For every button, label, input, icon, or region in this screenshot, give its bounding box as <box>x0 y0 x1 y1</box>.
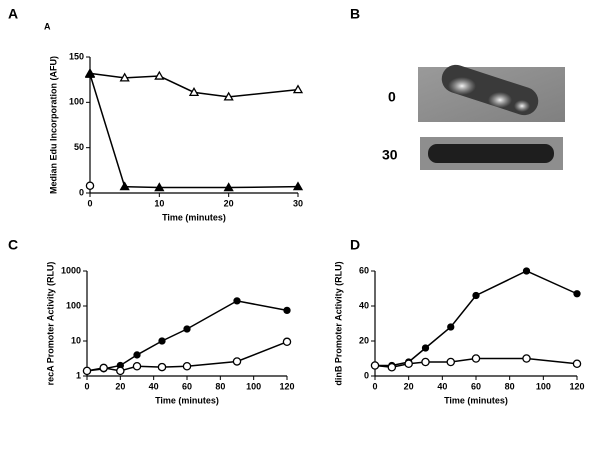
x-tick-label: 0 <box>372 381 377 391</box>
y-tick-label: 1 <box>76 370 81 380</box>
panel-label: B <box>350 6 360 22</box>
y-tick-label: 20 <box>359 335 369 345</box>
marker <box>157 362 167 372</box>
marker <box>233 297 241 305</box>
x-tick-label: 100 <box>536 381 551 391</box>
marker <box>232 357 242 366</box>
marker <box>282 337 292 347</box>
x-axis-label: Time (minutes) <box>444 395 508 405</box>
y-axis-label: recA Promoter Activity (RLU) <box>45 262 55 386</box>
x-axis-label: Time (minutes) <box>155 395 219 405</box>
marker <box>223 91 234 101</box>
marker <box>573 290 581 298</box>
marker <box>421 344 430 352</box>
panel-label: A <box>8 6 18 22</box>
x-tick-label: 40 <box>149 381 159 391</box>
marker <box>82 366 92 376</box>
y-tick-label: 10 <box>71 335 81 345</box>
marker <box>446 357 455 367</box>
marker <box>188 87 200 97</box>
y-tick-label: 100 <box>69 97 84 107</box>
x-tick-label: 120 <box>279 381 294 391</box>
x-tick-label: 120 <box>569 381 584 391</box>
x-axis-label: Time (minutes) <box>162 212 226 222</box>
x-tick-label: 30 <box>293 198 303 208</box>
y-axis-label: Median Edu Incorporation (AFU) <box>48 56 58 194</box>
marker <box>370 361 380 370</box>
marker <box>119 181 130 191</box>
series-line <box>86 300 288 372</box>
marker <box>292 181 304 191</box>
x-tick-label: 20 <box>224 198 234 208</box>
marker <box>119 72 130 82</box>
y-tick-label: 100 <box>66 300 81 310</box>
x-tick-label: 100 <box>246 381 261 391</box>
x-tick-label: 0 <box>87 198 92 208</box>
marker <box>572 359 582 368</box>
marker <box>387 362 397 372</box>
marker <box>154 182 165 192</box>
y-tick-label: 0 <box>79 187 84 197</box>
time-label: 0 <box>388 89 396 105</box>
panel-label: D <box>350 237 360 253</box>
marker <box>133 351 141 359</box>
x-tick-label: 80 <box>505 381 515 391</box>
chart-title: A <box>44 21 51 31</box>
marker <box>471 354 481 363</box>
marker <box>132 361 142 371</box>
marker <box>154 70 165 80</box>
marker <box>472 291 480 300</box>
y-tick-label: 40 <box>359 300 369 310</box>
marker <box>522 267 531 275</box>
y-tick-label: 0 <box>364 370 369 380</box>
marker <box>158 337 166 345</box>
panel-label: C <box>8 237 18 253</box>
marker <box>283 306 291 315</box>
marker <box>292 84 304 94</box>
marker <box>182 361 192 371</box>
x-tick-label: 60 <box>182 381 192 391</box>
y-tick-label: 150 <box>69 51 84 61</box>
micrograph <box>420 137 563 170</box>
marker <box>447 323 455 331</box>
series-line <box>375 270 578 367</box>
y-tick-label: 60 <box>359 265 369 275</box>
x-tick-label: 10 <box>154 198 164 208</box>
series-line <box>89 72 299 98</box>
x-tick-label: 40 <box>437 381 447 391</box>
marker <box>404 359 413 368</box>
micrograph <box>418 64 565 122</box>
marker <box>85 181 95 190</box>
marker <box>223 182 234 192</box>
x-tick-label: 0 <box>84 381 89 391</box>
x-tick-label: 20 <box>115 381 125 391</box>
marker <box>522 354 531 363</box>
marker <box>421 357 430 367</box>
marker <box>84 68 96 78</box>
marker <box>183 325 191 333</box>
x-tick-label: 20 <box>404 381 414 391</box>
marker <box>116 366 125 376</box>
x-tick-label: 60 <box>471 381 481 391</box>
y-tick-label: 50 <box>74 142 84 152</box>
marker <box>99 363 108 373</box>
x-tick-label: 80 <box>215 381 225 391</box>
y-tick-label: 1000 <box>61 265 81 275</box>
time-label: 30 <box>382 147 398 163</box>
y-axis-label: dinB Promoter Activity (RLU) <box>333 261 343 385</box>
